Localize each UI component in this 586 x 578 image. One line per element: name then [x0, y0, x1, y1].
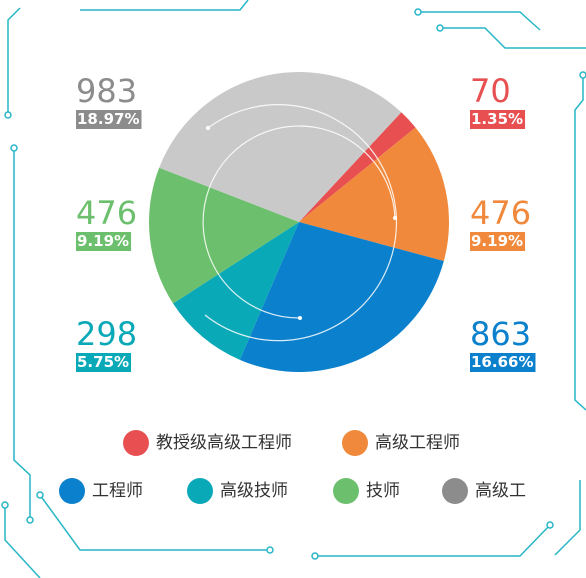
- share-badge: [470, 353, 536, 372]
- value-label: 298: [76, 315, 137, 353]
- share-badge: [76, 353, 132, 372]
- value-label: 863: [470, 315, 531, 353]
- pie: [149, 72, 449, 373]
- legend-label: 工程师: [92, 481, 143, 501]
- share-badge: [76, 110, 142, 129]
- share-label: 5.75%: [77, 353, 129, 371]
- legend-marker: [333, 478, 359, 504]
- share-label: 1.35%: [471, 110, 523, 128]
- value-label: 476: [76, 194, 137, 232]
- share-label: 9.19%: [471, 232, 523, 250]
- pie-decoration: [202, 104, 398, 342]
- legend-label: 高级技师: [220, 481, 288, 501]
- legend-label: 教授级高级工程师: [156, 433, 292, 453]
- share-badge: [470, 110, 526, 129]
- pie-slice: [149, 167, 299, 304]
- value-label: 983: [76, 72, 137, 110]
- legend-marker: [342, 430, 368, 456]
- pie-slice: [173, 222, 299, 360]
- share-badge: [76, 232, 132, 251]
- value-label: 476: [470, 194, 531, 232]
- legend-marker: [187, 478, 213, 504]
- pie-slice: [159, 72, 402, 222]
- legend-label: 高级工程师: [375, 433, 460, 453]
- pie-slice: [299, 127, 449, 262]
- legend-marker: [442, 478, 468, 504]
- legend-marker: [59, 478, 85, 504]
- share-badge: [470, 232, 526, 251]
- pie-slice: [299, 112, 416, 222]
- pie-slice: [239, 222, 444, 373]
- share-label: 18.97%: [77, 110, 139, 128]
- labels: 701.35%4769.19%86316.66%2985.75%4769.19%…: [76, 72, 536, 372]
- share-label: 9.19%: [77, 232, 129, 250]
- share-label: 16.66%: [471, 353, 533, 371]
- legend-marker: [123, 430, 149, 456]
- legend-label: 技师: [366, 481, 400, 501]
- value-label: 70: [470, 72, 511, 110]
- legend-label: 高级工: [475, 481, 526, 501]
